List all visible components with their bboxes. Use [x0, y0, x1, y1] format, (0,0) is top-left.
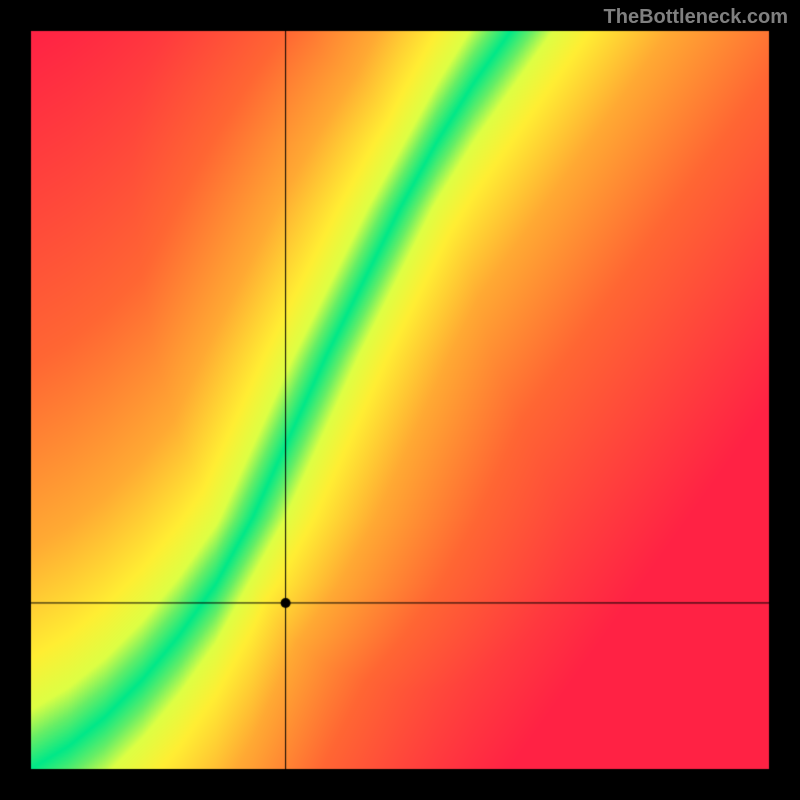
heatmap-canvas: [0, 0, 800, 800]
chart-container: TheBottleneck.com: [0, 0, 800, 800]
watermark-text: TheBottleneck.com: [604, 6, 788, 29]
